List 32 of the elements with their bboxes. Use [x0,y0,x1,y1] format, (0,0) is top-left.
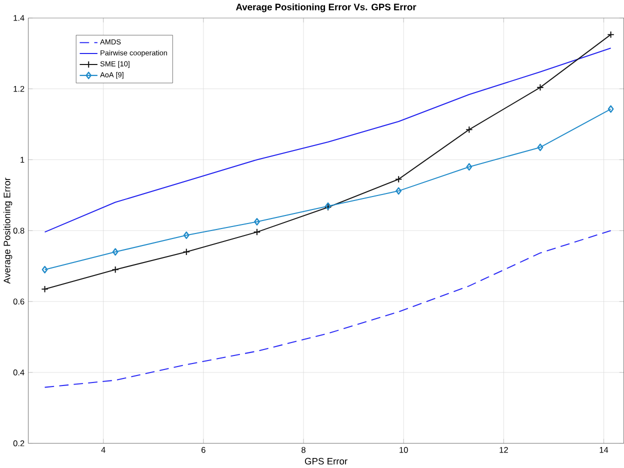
x-tick-label: 12 [500,446,508,453]
x-tick-label: 14 [600,446,608,453]
y-tick-label: 0.6 [13,298,24,304]
x-tick-label: 6 [202,446,206,453]
point [466,126,473,134]
point [183,232,190,239]
point [254,218,260,226]
y-tick-label: 0.8 [13,228,24,234]
point [394,176,402,183]
point [112,266,119,274]
point [182,248,190,256]
point [253,228,261,236]
point [537,144,544,152]
x-tick-label: 10 [400,446,408,453]
y-tick-label: 0.4 [13,369,24,376]
point [607,30,614,38]
x-tick-label: 8 [302,446,306,453]
line-series [44,230,612,388]
chart-title: Average Positioning Error Vs. GPS Error [236,3,416,12]
y-tick-label: 0.2 [13,440,24,446]
point [396,187,402,195]
y-tick-label: 1.2 [14,86,24,92]
line-series [44,48,612,233]
point [466,163,472,171]
y-tick-label: 1.4 [14,15,24,21]
x-axis-title: GPS Error [304,458,348,465]
y-tick-label: 1 [20,156,24,163]
point [536,84,544,92]
point [41,285,48,293]
point [112,248,118,256]
x-tick-label: 4 [101,446,106,453]
y-axis-title: Average Positioning Error [3,178,12,284]
